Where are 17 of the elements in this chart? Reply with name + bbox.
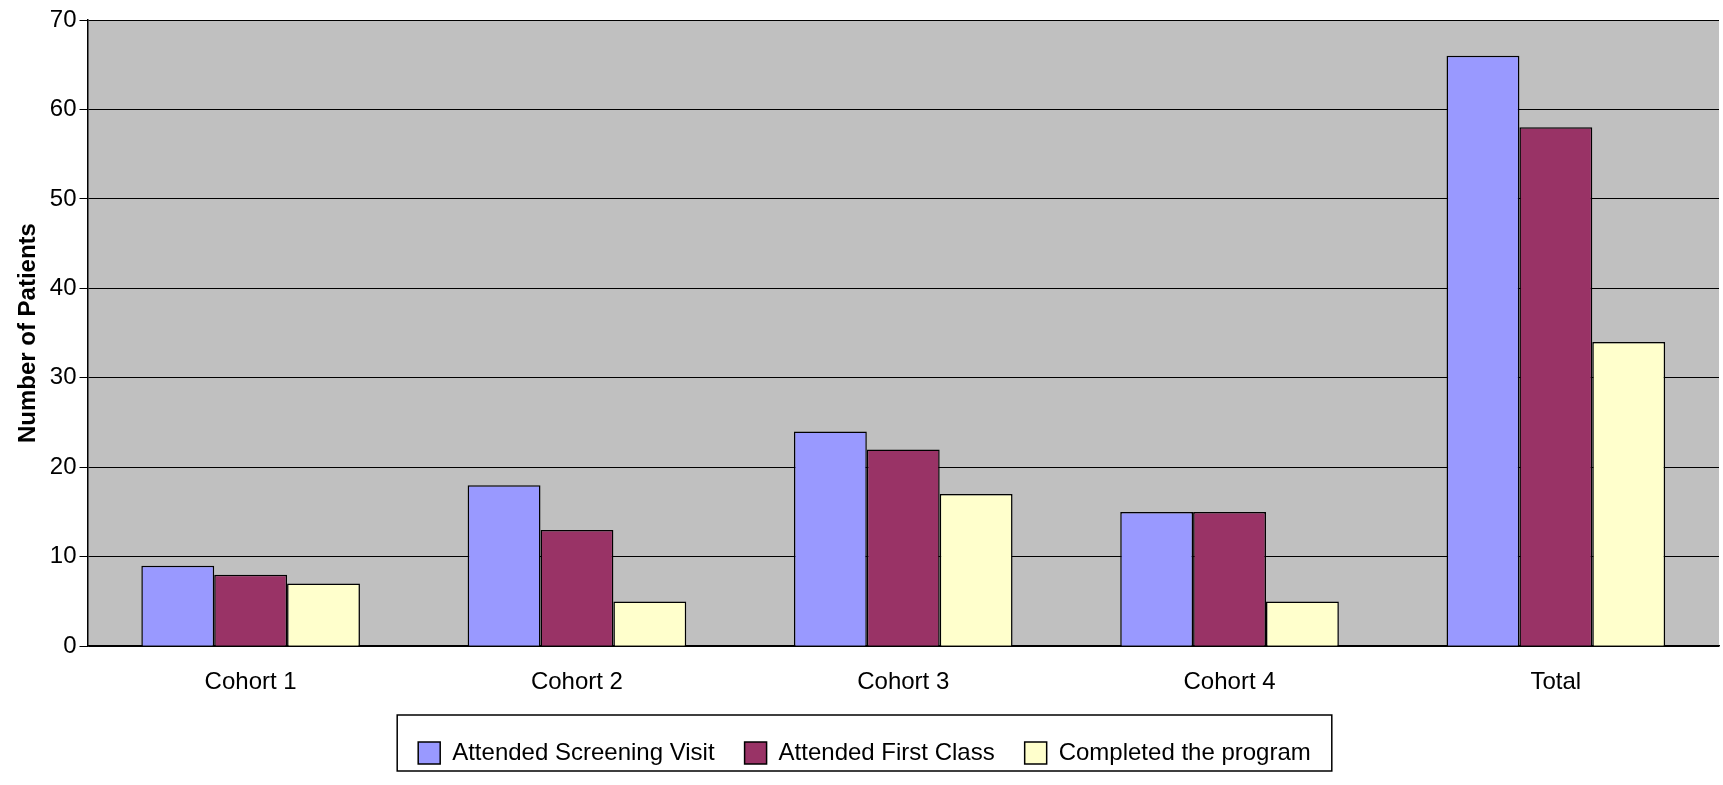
legend-label: Attended Screening Visit	[452, 737, 715, 765]
y-axis-title: Number of Patients	[13, 223, 41, 444]
y-tick-label: 10	[49, 541, 77, 569]
y-tick-label: 20	[49, 451, 77, 479]
legend-label: Completed the program	[1058, 737, 1311, 765]
x-tick-label: Total	[1530, 667, 1582, 695]
x-tick-label: Cohort 3	[857, 667, 950, 695]
legend-label: Attended First Class	[778, 737, 995, 765]
y-tick-label: 70	[49, 4, 77, 32]
y-tick-label: 50	[49, 183, 77, 211]
y-tick-label: 0	[63, 630, 77, 658]
y-tick-label: 60	[49, 94, 77, 122]
x-tick-label: Cohort 2	[530, 667, 623, 695]
x-tick-label: Cohort 4	[1183, 667, 1276, 695]
y-tick-label: 30	[49, 362, 77, 390]
x-tick-label: Cohort 1	[204, 667, 297, 695]
y-tick-label: 40	[49, 273, 77, 300]
